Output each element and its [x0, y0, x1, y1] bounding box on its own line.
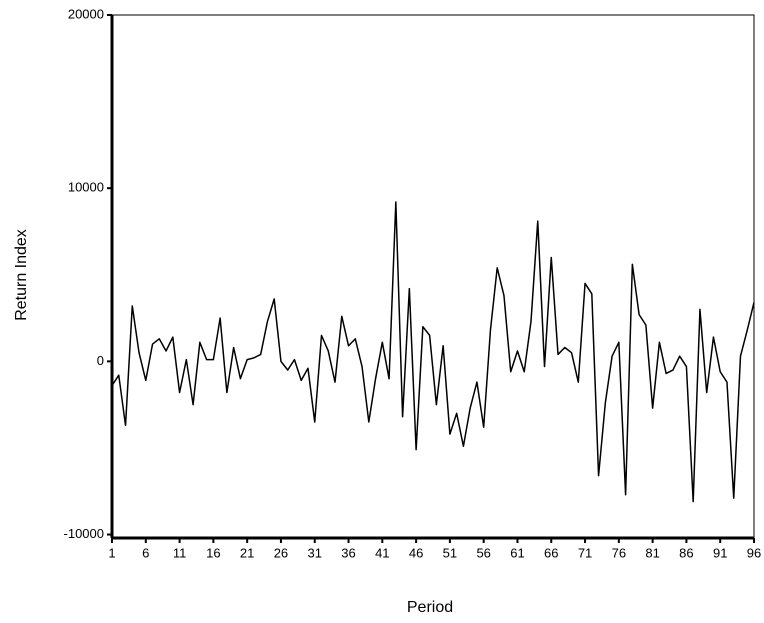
x-tick-label: 71 [578, 545, 592, 560]
x-tick-label: 91 [713, 545, 727, 560]
x-tick-label: 56 [476, 545, 490, 560]
x-tick-label: 16 [206, 545, 220, 560]
x-tick-label: 81 [645, 545, 659, 560]
x-tick-label: 86 [679, 545, 693, 560]
plot-frame [112, 15, 754, 538]
x-tick-label: 31 [308, 545, 322, 560]
data-line [112, 202, 754, 502]
x-tick-label: 51 [443, 545, 457, 560]
x-tick-label: 96 [747, 545, 761, 560]
chart: Period Return Index -1000001000020000161… [0, 0, 764, 623]
y-tick-label: 0 [97, 353, 104, 368]
x-tick-label: 11 [173, 545, 187, 560]
x-tick-label: 76 [612, 545, 626, 560]
x-tick-label: 21 [240, 545, 254, 560]
y-axis-label: Return Index [13, 229, 30, 321]
x-tick-label: 26 [274, 545, 288, 560]
x-tick-label: 6 [142, 545, 149, 560]
x-axis-label: Period [407, 599, 453, 616]
x-tick-label: 66 [544, 545, 558, 560]
y-tick-label: 10000 [68, 180, 104, 195]
x-tick-label: 61 [510, 545, 524, 560]
x-tick-label: 41 [375, 545, 389, 560]
x-tick-label: 36 [341, 545, 355, 560]
x-tick-label: 1 [108, 545, 115, 560]
y-tick-label: -10000 [64, 526, 104, 541]
x-tick-label: 46 [409, 545, 423, 560]
y-tick-label: 20000 [68, 6, 104, 21]
